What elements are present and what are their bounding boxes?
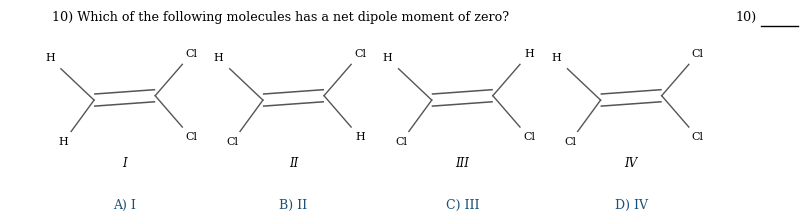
Text: H: H <box>45 53 55 63</box>
Text: Cl: Cl <box>691 132 703 143</box>
Text: IV: IV <box>624 157 637 170</box>
Text: A) I: A) I <box>113 199 136 212</box>
Text: Cl: Cl <box>691 49 703 59</box>
Text: B) II: B) II <box>279 199 307 212</box>
Text: III: III <box>454 157 469 170</box>
Text: C) III: C) III <box>445 199 479 212</box>
Text: I: I <box>122 157 127 170</box>
Text: H: H <box>524 49 533 59</box>
Text: H: H <box>214 53 223 63</box>
Text: 10) Which of the following molecules has a net dipole moment of zero?: 10) Which of the following molecules has… <box>52 11 509 24</box>
Text: H: H <box>382 53 392 63</box>
Text: Cl: Cl <box>354 49 365 59</box>
Text: H: H <box>59 137 68 147</box>
Text: II: II <box>288 157 298 170</box>
Text: Cl: Cl <box>395 137 406 147</box>
Text: 10): 10) <box>735 11 756 24</box>
Text: H: H <box>551 53 560 63</box>
Text: Cl: Cl <box>185 49 197 59</box>
Text: Cl: Cl <box>185 132 197 143</box>
Text: Cl: Cl <box>226 137 238 147</box>
Text: D) IV: D) IV <box>613 199 647 212</box>
Text: H: H <box>355 132 365 143</box>
Text: Cl: Cl <box>523 132 534 143</box>
Text: Cl: Cl <box>564 137 575 147</box>
